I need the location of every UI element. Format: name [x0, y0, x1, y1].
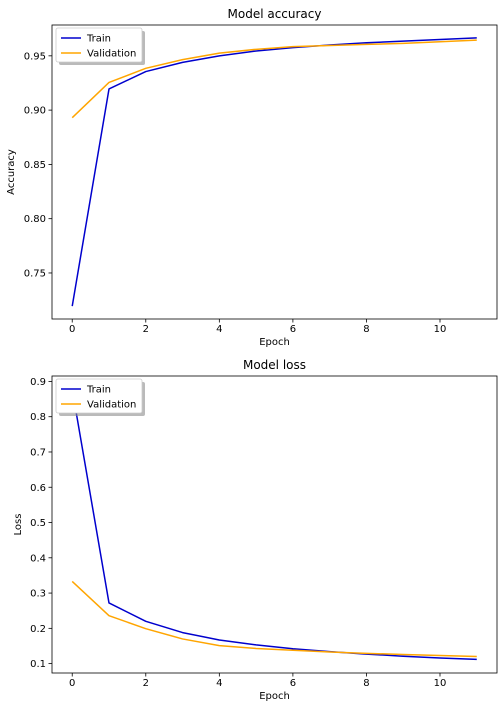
- x-axis-label: Epoch: [259, 337, 290, 348]
- y-tick-label: 0.90: [24, 106, 46, 117]
- legend: Train Validation: [55, 378, 145, 416]
- series-lines: [71, 37, 477, 307]
- x-tick-label: 10: [434, 678, 447, 689]
- x-tick-label: 10: [434, 324, 447, 335]
- y-axis-label: Loss: [13, 514, 24, 536]
- y-tick-label: 0.80: [24, 214, 46, 225]
- series-line-validation: [71, 580, 477, 658]
- x-tick-label: 2: [143, 678, 149, 689]
- y-tick-label: 0.5: [30, 518, 46, 529]
- y-tick-label: 0.95: [24, 51, 46, 62]
- x-tick-label: 4: [216, 324, 222, 335]
- y-tick-label: 0.85: [24, 160, 46, 171]
- x-tick-label: 0: [69, 324, 75, 335]
- y-axis-label: Accuracy: [6, 149, 17, 195]
- y-tick-label: 0.75: [24, 268, 46, 279]
- x-tick-label: 6: [290, 678, 296, 689]
- y-tick-label: 0.9: [30, 377, 46, 388]
- y-tick-label: 0.4: [30, 553, 46, 564]
- legend: Train Validation: [55, 27, 145, 65]
- legend-label-validation: Validation: [87, 49, 136, 60]
- accuracy-chart: Model accuracy 0 2 4 6 8 10 0.75 0.80 0.85 0.90 0.9…: [6, 7, 498, 348]
- x-tick-label: 8: [363, 678, 369, 689]
- loss-chart: Model loss 0 2 4 6 8 10 0.1 0.2 0.3 0.4 0.5 0.6 0.7 0.…: [13, 358, 498, 702]
- x-tick-label: 6: [290, 324, 296, 335]
- y-tick-label: 0.1: [30, 659, 46, 670]
- y-tick-label: 0.3: [30, 589, 46, 600]
- x-axis-label: Epoch: [259, 691, 290, 702]
- series-line-train: [71, 389, 477, 661]
- legend-label-validation: Validation: [87, 400, 136, 411]
- y-tick-label: 0.8: [30, 412, 46, 423]
- x-tick-label: 4: [216, 678, 222, 689]
- legend-label-train: Train: [86, 385, 111, 396]
- chart-title: Model loss: [243, 358, 306, 372]
- y-tick-label: 0.6: [30, 483, 46, 494]
- chart-title: Model accuracy: [228, 7, 322, 21]
- axes-frame: [51, 24, 498, 320]
- series-line-validation: [71, 39, 477, 119]
- x-tick-label: 8: [363, 324, 369, 335]
- series-lines: [71, 389, 477, 661]
- y-tick-label: 0.2: [30, 624, 46, 635]
- series-line-train: [71, 37, 477, 307]
- x-tick-label: 0: [69, 678, 75, 689]
- axes-frame: [51, 375, 498, 674]
- y-tick-label: 0.7: [30, 447, 46, 458]
- legend-label-train: Train: [86, 34, 111, 45]
- x-tick-label: 2: [143, 324, 149, 335]
